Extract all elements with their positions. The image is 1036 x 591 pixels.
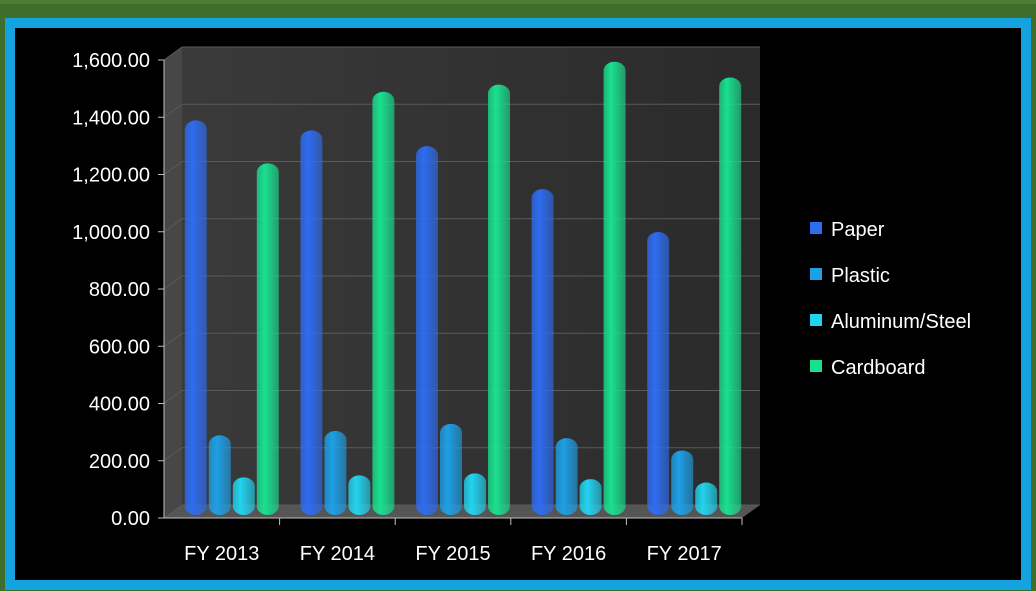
legend: Paper Plastic Aluminum/Steel Cardboard [810,219,971,379]
legend-label: Paper [831,219,885,241]
bar-paper-4 [647,232,670,515]
bar-paper-3 [531,189,554,515]
gridline-side [163,504,183,519]
bar-plastic-3 [555,438,578,515]
y-tick-label: 400.00 [89,394,150,416]
bar-plastic-4 [671,450,694,515]
y-axis-tick-labels: 0.00 200.00 400.00 600.00 800.00 1,000.00 1,20… [72,50,150,530]
bar-plastic-1 [324,430,347,515]
x-axis-tick-labels: FY 2013 FY 2014 FY 2015 FY 2016 FY 2017 [184,543,722,565]
bar-plastic-0 [208,435,231,515]
bars [184,61,742,516]
gridline-side [163,218,183,233]
y-tick-label: 1,400.00 [72,107,150,129]
x-tick-label: FY 2015 [415,543,490,565]
bar-paper-1 [300,130,323,516]
legend-swatch [810,222,822,234]
x-tick-label: FY 2016 [531,543,606,565]
bar-cardboard-0 [256,163,279,515]
bar-cardboard-1 [372,91,395,515]
legend-label: Plastic [831,265,890,287]
gridline-side [163,161,183,175]
bar-paper-2 [416,146,438,515]
y-tick-label: 1,200.00 [72,165,150,187]
y-tick-label: 1,600.00 [72,50,150,72]
gridline-side [163,46,183,61]
x-tick-label: FY 2013 [184,543,259,565]
legend-swatch [810,360,822,372]
legend-swatch [810,268,822,280]
legend-swatch [810,314,822,326]
y-tick-label: 800.00 [89,279,150,301]
x-tick-label: FY 2014 [300,543,375,565]
gridline-side [163,390,183,404]
y-tick-label: 1,000.00 [72,222,150,244]
bar-cardboard-3 [603,61,626,515]
legend-label: Aluminum/Steel [831,311,971,333]
x-tick-label: FY 2017 [647,543,722,565]
bar-cardboard-2 [488,84,510,515]
bar-cardboard-4 [719,77,742,515]
bar-aluminum-steel-3 [579,479,602,515]
y-tick-label: 200.00 [89,451,150,473]
bar-aluminum-steel-4 [695,482,718,515]
axes [158,59,743,525]
y-tick-label: 600.00 [89,336,150,358]
gridline-side [163,332,183,347]
bar-paper-0 [184,120,207,515]
y-tick-label: 0.00 [111,508,150,530]
bar-aluminum-steel-1 [348,475,371,515]
gridline-side [163,103,183,118]
legend-label: Cardboard [831,357,926,379]
bar-aluminum-steel-0 [232,477,255,515]
gridline-side [163,275,183,290]
gridline-side [163,447,183,462]
bar-plastic-2 [440,423,462,515]
bar-aluminum-steel-2 [464,473,486,515]
